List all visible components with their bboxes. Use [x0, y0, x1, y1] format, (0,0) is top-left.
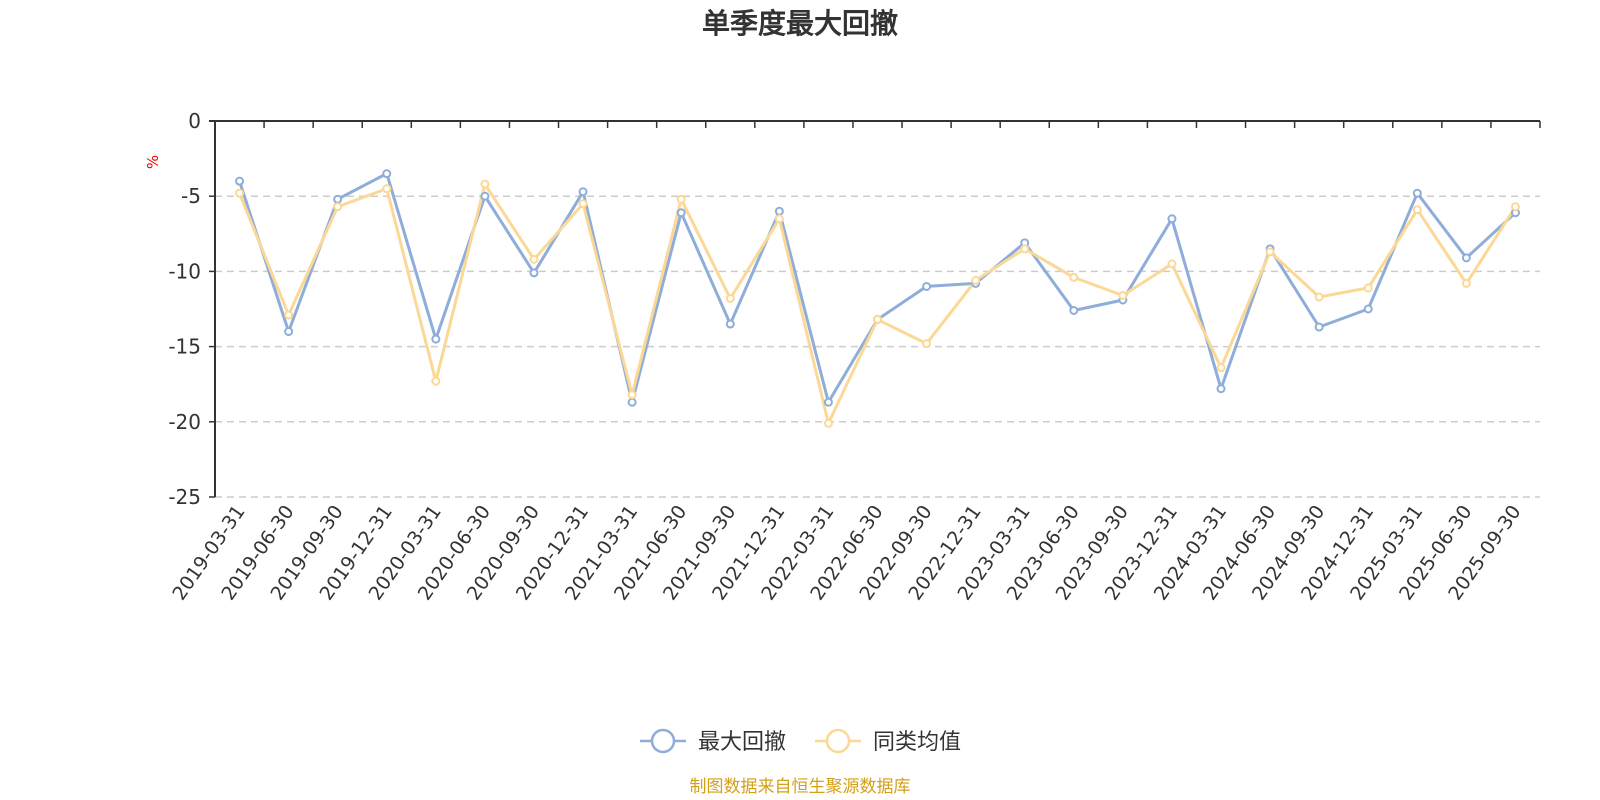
- data-point-0[interactable]: [1461, 253, 1471, 263]
- data-point-0[interactable]: [627, 397, 637, 407]
- data-point-1[interactable]: [529, 254, 539, 264]
- series-layer: [235, 169, 1520, 428]
- data-point-0[interactable]: [529, 268, 539, 278]
- y-tick-label: -5: [181, 184, 201, 208]
- y-tick-label: -25: [168, 485, 201, 509]
- data-point-1[interactable]: [284, 310, 294, 320]
- data-point-1[interactable]: [1069, 272, 1079, 282]
- data-point-1[interactable]: [774, 214, 784, 224]
- data-point-0[interactable]: [578, 187, 588, 197]
- data-point-1[interactable]: [1461, 278, 1471, 288]
- legend[interactable]: 最大回撤 同类均值: [640, 728, 961, 755]
- y-tick-label: -10: [168, 259, 201, 283]
- data-point-1[interactable]: [1363, 283, 1373, 293]
- data-point-0[interactable]: [1167, 214, 1177, 224]
- grid-lines: [215, 195, 1540, 498]
- data-point-1[interactable]: [1216, 363, 1226, 373]
- data-point-0[interactable]: [1363, 304, 1373, 314]
- data-point-1[interactable]: [333, 202, 343, 212]
- data-point-0[interactable]: [823, 397, 833, 407]
- y-tick-label: -15: [168, 335, 201, 359]
- data-point-1[interactable]: [235, 188, 245, 198]
- data-point-1[interactable]: [382, 184, 392, 194]
- data-point-1[interactable]: [873, 315, 882, 325]
- data-point-0[interactable]: [1412, 188, 1422, 198]
- data-point-1[interactable]: [1020, 244, 1030, 254]
- data-point-1[interactable]: [676, 194, 686, 204]
- data-point-1[interactable]: [1412, 205, 1422, 215]
- legend-label: 最大回撤: [698, 730, 786, 755]
- data-point-1[interactable]: [1510, 202, 1520, 212]
- y-tick-label: -20: [168, 410, 201, 434]
- data-point-0[interactable]: [480, 191, 490, 201]
- data-point-1[interactable]: [627, 390, 637, 400]
- data-point-0[interactable]: [725, 319, 735, 329]
- data-point-0[interactable]: [235, 176, 245, 186]
- data-point-1[interactable]: [1118, 290, 1128, 300]
- data-point-0[interactable]: [1216, 384, 1226, 394]
- y-axis-unit: %: [144, 155, 162, 169]
- data-point-0[interactable]: [284, 327, 294, 337]
- legend-marker: [650, 728, 676, 754]
- chart-title: 单季度最大回撤: [702, 7, 898, 40]
- data-point-0[interactable]: [1069, 306, 1079, 316]
- data-point-0[interactable]: [922, 281, 932, 291]
- source-note: 制图数据来自恒生聚源数据库: [690, 777, 911, 797]
- data-point-1[interactable]: [431, 376, 441, 386]
- data-point-1[interactable]: [480, 179, 490, 189]
- legend-item-1[interactable]: 同类均值: [815, 728, 961, 755]
- data-point-0[interactable]: [774, 206, 784, 216]
- data-point-1[interactable]: [823, 418, 833, 428]
- data-point-1[interactable]: [1265, 247, 1275, 257]
- data-point-1[interactable]: [725, 293, 735, 303]
- y-tick-label: 0: [188, 109, 201, 133]
- data-point-1[interactable]: [922, 339, 932, 349]
- data-point-0[interactable]: [431, 334, 441, 344]
- data-point-0[interactable]: [1314, 322, 1324, 332]
- data-point-1[interactable]: [1167, 259, 1177, 269]
- data-point-0[interactable]: [382, 169, 392, 179]
- data-point-0[interactable]: [676, 208, 686, 218]
- data-point-1[interactable]: [971, 275, 981, 285]
- series-line-1: [238, 182, 1517, 425]
- legend-label: 同类均值: [873, 730, 961, 755]
- data-point-1[interactable]: [1314, 292, 1324, 302]
- data-point-1[interactable]: [578, 199, 588, 209]
- legend-marker: [825, 728, 851, 754]
- legend-item-0[interactable]: 最大回撤: [640, 728, 786, 755]
- data-point-0[interactable]: [333, 194, 343, 204]
